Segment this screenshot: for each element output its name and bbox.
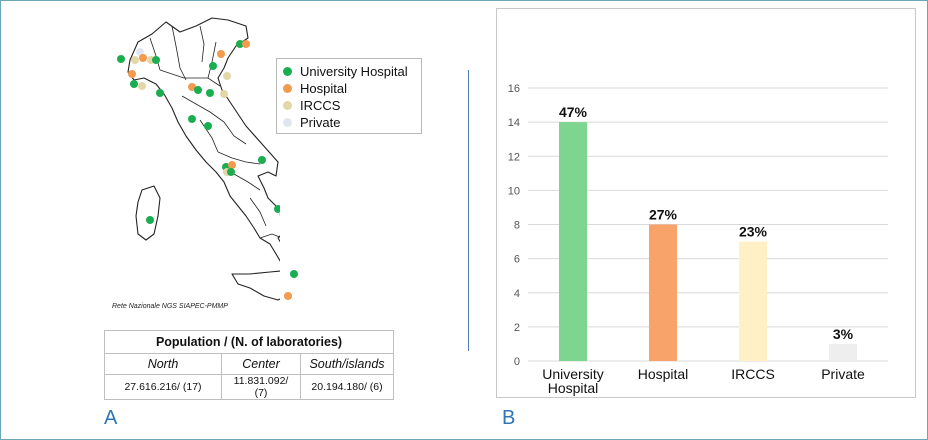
- lab-dot: [220, 90, 228, 98]
- lab-dot: [217, 50, 225, 58]
- bar: [649, 224, 677, 361]
- data-label: 3%: [833, 326, 854, 342]
- lab-dot: [209, 62, 217, 70]
- region-south-islands: South/islands: [300, 353, 394, 375]
- lab-dot: [130, 80, 138, 88]
- lab-dot: [223, 72, 231, 80]
- panel-divider: [468, 70, 469, 351]
- lab-dot: [136, 48, 144, 56]
- legend-item-hospital: Hospital: [283, 80, 415, 97]
- lab-dot: [227, 168, 235, 176]
- lab-dot: [279, 211, 280, 217]
- lab-dot: [117, 55, 125, 63]
- bar: [559, 122, 587, 361]
- legend-label: University Hospital: [300, 64, 408, 79]
- sardinia-outline: [135, 185, 161, 241]
- population-north: 27.616.216/ (17): [104, 374, 222, 400]
- italy-outline: [127, 17, 280, 301]
- laboratory-dots: [117, 40, 280, 224]
- data-label: 27%: [649, 207, 678, 223]
- chart-frame: [496, 8, 916, 398]
- y-tick-label: 14: [508, 117, 520, 129]
- lab-dot: [128, 70, 136, 78]
- y-tick-label: 4: [514, 288, 520, 300]
- legend-item-university-hospital: University Hospital: [283, 63, 415, 80]
- population-south-islands: 20.194.180/ (6): [300, 374, 394, 400]
- chart-bars: [559, 122, 857, 361]
- data-label: 47%: [559, 104, 588, 120]
- y-tick-label: 16: [508, 83, 520, 95]
- chart-grid: [528, 87, 888, 362]
- x-tick-label: Hospital: [638, 366, 689, 382]
- mainland-outline: [127, 17, 280, 262]
- data-labels: 47% 27% 23% 3%: [559, 104, 854, 342]
- lab-dot: [242, 40, 250, 48]
- lab-dot: [236, 40, 244, 48]
- data-label: 23%: [739, 224, 768, 240]
- lab-dot: [284, 292, 292, 300]
- legend-item-irccs: IRCCS: [283, 97, 415, 114]
- legend-dot: [283, 118, 292, 127]
- lab-dot: [156, 89, 164, 97]
- lab-dot: [290, 270, 298, 278]
- x-tick-label: IRCCS: [731, 366, 775, 382]
- sicily-outline: [231, 270, 280, 301]
- lab-dot: [274, 205, 280, 213]
- lab-dot: [139, 54, 147, 62]
- region-center: Center: [221, 353, 301, 375]
- legend-label: IRCCS: [300, 98, 341, 113]
- panel-label-a: A: [104, 407, 118, 429]
- lab-dot: [131, 56, 139, 64]
- legend-item-private: Private: [283, 114, 415, 131]
- population-center: 11.831.092/ (7): [221, 374, 301, 400]
- lab-dot: [188, 115, 196, 123]
- lab-dot: [138, 82, 146, 90]
- y-tick-label: 12: [508, 151, 520, 163]
- population-table-header: Population / (N. of laboratories): [104, 330, 394, 354]
- legend-dot: [283, 101, 292, 110]
- y-tick-label: 0: [514, 356, 520, 368]
- x-tick-label: Private: [821, 366, 865, 382]
- y-tick-label: 2: [514, 322, 520, 334]
- x-tick-label: University: [542, 366, 603, 382]
- legend-label: Private: [300, 115, 341, 130]
- italy-map: [117, 17, 280, 301]
- lab-dot: [204, 122, 212, 130]
- bar: [739, 241, 767, 361]
- lab-dot: [146, 216, 154, 224]
- bar: [829, 343, 857, 361]
- population-table: Population / (N. of laboratories) North …: [104, 330, 394, 400]
- panel-label-b: B: [502, 407, 516, 429]
- lab-dot: [206, 89, 214, 97]
- y-tick-label: 6: [514, 254, 520, 266]
- legend-dot: [283, 67, 292, 76]
- region-north: North: [104, 353, 222, 375]
- map-legend: University Hospital Hospital IRCCS Priva…: [276, 58, 422, 134]
- legend-label: Hospital: [300, 81, 347, 96]
- lab-dot: [194, 86, 202, 94]
- y-tick-label: 8: [514, 220, 520, 232]
- y-axis-ticks: 0 2 4 6 8 10 12 14 16: [508, 83, 520, 368]
- lab-dot: [152, 56, 160, 64]
- legend-dot: [283, 84, 292, 93]
- lab-dot: [258, 156, 266, 164]
- map-credit: Rete Nazionale NGS SIAPEC-PMMP: [112, 303, 228, 310]
- y-tick-label: 10: [508, 185, 520, 197]
- lab-dot: [188, 83, 196, 91]
- x-tick-label: Hospital: [548, 380, 599, 396]
- lab-dot: [228, 161, 236, 169]
